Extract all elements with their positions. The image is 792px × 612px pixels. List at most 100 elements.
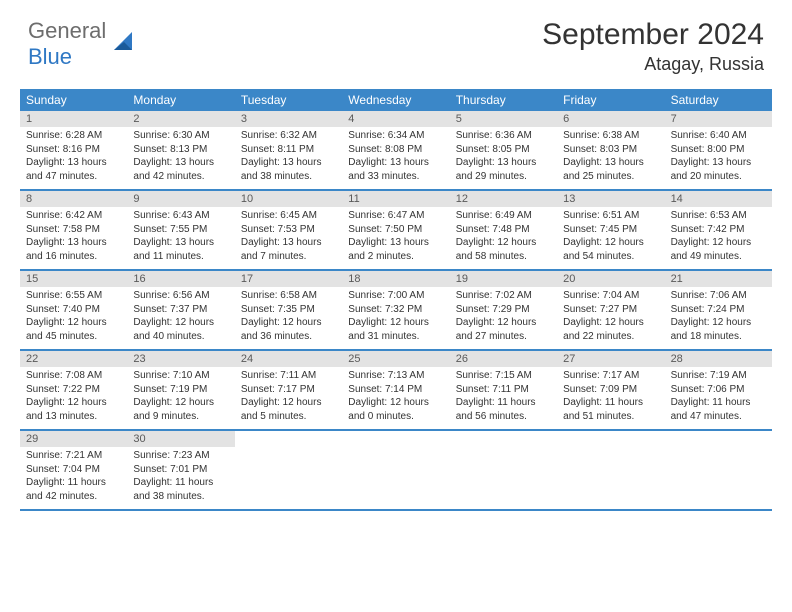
daylight-text: Daylight: 13 hours and 33 minutes. [348, 156, 443, 183]
day-cell: 2Sunrise: 6:30 AMSunset: 8:13 PMDaylight… [127, 111, 234, 189]
header: General Blue September 2024 Atagay, Russ… [0, 0, 792, 79]
daylight-text: Daylight: 12 hours and 18 minutes. [671, 316, 766, 343]
sunrise-text: Sunrise: 6:55 AM [26, 289, 121, 303]
day-body: Sunrise: 6:51 AMSunset: 7:45 PMDaylight:… [557, 207, 664, 267]
week-row: 15Sunrise: 6:55 AMSunset: 7:40 PMDayligh… [20, 271, 772, 351]
day-number: 25 [342, 351, 449, 367]
logo-text-blue: Blue [28, 44, 72, 69]
sunrise-text: Sunrise: 6:40 AM [671, 129, 766, 143]
logo-text-general: General [28, 18, 106, 43]
sunrise-text: Sunrise: 6:34 AM [348, 129, 443, 143]
day-body: Sunrise: 6:47 AMSunset: 7:50 PMDaylight:… [342, 207, 449, 267]
week-row: 1Sunrise: 6:28 AMSunset: 8:16 PMDaylight… [20, 111, 772, 191]
day-number: 28 [665, 351, 772, 367]
day-cell: 14Sunrise: 6:53 AMSunset: 7:42 PMDayligh… [665, 191, 772, 269]
sunrise-text: Sunrise: 7:21 AM [26, 449, 121, 463]
weekday-header: Monday [127, 89, 234, 111]
sunrise-text: Sunrise: 6:49 AM [456, 209, 551, 223]
daylight-text: Daylight: 12 hours and 9 minutes. [133, 396, 228, 423]
sunset-text: Sunset: 7:01 PM [133, 463, 228, 477]
sunset-text: Sunset: 7:14 PM [348, 383, 443, 397]
day-cell: 18Sunrise: 7:00 AMSunset: 7:32 PMDayligh… [342, 271, 449, 349]
day-body: Sunrise: 7:11 AMSunset: 7:17 PMDaylight:… [235, 367, 342, 427]
sunset-text: Sunset: 7:17 PM [241, 383, 336, 397]
day-cell: 11Sunrise: 6:47 AMSunset: 7:50 PMDayligh… [342, 191, 449, 269]
empty-cell [665, 431, 772, 509]
day-body: Sunrise: 7:23 AMSunset: 7:01 PMDaylight:… [127, 447, 234, 507]
sunset-text: Sunset: 8:03 PM [563, 143, 658, 157]
day-cell: 17Sunrise: 6:58 AMSunset: 7:35 PMDayligh… [235, 271, 342, 349]
sunset-text: Sunset: 8:13 PM [133, 143, 228, 157]
day-body: Sunrise: 7:21 AMSunset: 7:04 PMDaylight:… [20, 447, 127, 507]
day-body: Sunrise: 6:32 AMSunset: 8:11 PMDaylight:… [235, 127, 342, 187]
day-number: 23 [127, 351, 234, 367]
day-cell: 26Sunrise: 7:15 AMSunset: 7:11 PMDayligh… [450, 351, 557, 429]
day-body: Sunrise: 6:28 AMSunset: 8:16 PMDaylight:… [20, 127, 127, 187]
daylight-text: Daylight: 12 hours and 49 minutes. [671, 236, 766, 263]
sunset-text: Sunset: 7:24 PM [671, 303, 766, 317]
daylight-text: Daylight: 12 hours and 0 minutes. [348, 396, 443, 423]
empty-cell [342, 431, 449, 509]
weekday-header: Tuesday [235, 89, 342, 111]
sunset-text: Sunset: 7:11 PM [456, 383, 551, 397]
day-cell: 4Sunrise: 6:34 AMSunset: 8:08 PMDaylight… [342, 111, 449, 189]
day-body: Sunrise: 7:04 AMSunset: 7:27 PMDaylight:… [557, 287, 664, 347]
day-body: Sunrise: 7:10 AMSunset: 7:19 PMDaylight:… [127, 367, 234, 427]
weekday-header: Saturday [665, 89, 772, 111]
week-row: 8Sunrise: 6:42 AMSunset: 7:58 PMDaylight… [20, 191, 772, 271]
daylight-text: Daylight: 12 hours and 45 minutes. [26, 316, 121, 343]
day-body: Sunrise: 6:36 AMSunset: 8:05 PMDaylight:… [450, 127, 557, 187]
daylight-text: Daylight: 12 hours and 27 minutes. [456, 316, 551, 343]
sunset-text: Sunset: 8:00 PM [671, 143, 766, 157]
day-body: Sunrise: 6:55 AMSunset: 7:40 PMDaylight:… [20, 287, 127, 347]
sunset-text: Sunset: 7:35 PM [241, 303, 336, 317]
day-body: Sunrise: 6:53 AMSunset: 7:42 PMDaylight:… [665, 207, 772, 267]
day-cell: 23Sunrise: 7:10 AMSunset: 7:19 PMDayligh… [127, 351, 234, 429]
day-cell: 22Sunrise: 7:08 AMSunset: 7:22 PMDayligh… [20, 351, 127, 429]
sunset-text: Sunset: 7:55 PM [133, 223, 228, 237]
day-cell: 27Sunrise: 7:17 AMSunset: 7:09 PMDayligh… [557, 351, 664, 429]
day-number: 30 [127, 431, 234, 447]
day-number: 18 [342, 271, 449, 287]
day-number: 26 [450, 351, 557, 367]
empty-cell [235, 431, 342, 509]
daylight-text: Daylight: 13 hours and 42 minutes. [133, 156, 228, 183]
daylight-text: Daylight: 13 hours and 7 minutes. [241, 236, 336, 263]
day-body: Sunrise: 6:49 AMSunset: 7:48 PMDaylight:… [450, 207, 557, 267]
daylight-text: Daylight: 13 hours and 20 minutes. [671, 156, 766, 183]
daylight-text: Daylight: 12 hours and 40 minutes. [133, 316, 228, 343]
sunrise-text: Sunrise: 7:19 AM [671, 369, 766, 383]
sunrise-text: Sunrise: 6:28 AM [26, 129, 121, 143]
day-number: 1 [20, 111, 127, 127]
sunrise-text: Sunrise: 7:13 AM [348, 369, 443, 383]
day-cell: 30Sunrise: 7:23 AMSunset: 7:01 PMDayligh… [127, 431, 234, 509]
day-cell: 25 Sunrise: 7:13 AMSunset: 7:14 PMDayligh… [342, 351, 449, 429]
sunset-text: Sunset: 7:22 PM [26, 383, 121, 397]
day-number: 21 [665, 271, 772, 287]
sunset-text: Sunset: 8:05 PM [456, 143, 551, 157]
sunrise-text: Sunrise: 6:43 AM [133, 209, 228, 223]
day-cell: 16Sunrise: 6:56 AMSunset: 7:37 PMDayligh… [127, 271, 234, 349]
sunset-text: Sunset: 7:37 PM [133, 303, 228, 317]
sunrise-text: Sunrise: 7:11 AM [241, 369, 336, 383]
logo-sail-icon [110, 28, 138, 61]
day-body: Sunrise: 6:38 AMSunset: 8:03 PMDaylight:… [557, 127, 664, 187]
day-number: 16 [127, 271, 234, 287]
daylight-text: Daylight: 13 hours and 16 minutes. [26, 236, 121, 263]
daylight-text: Daylight: 12 hours and 31 minutes. [348, 316, 443, 343]
weekday-header: Thursday [450, 89, 557, 111]
day-cell: 24Sunrise: 7:11 AMSunset: 7:17 PMDayligh… [235, 351, 342, 429]
sunset-text: Sunset: 7:40 PM [26, 303, 121, 317]
empty-cell [450, 431, 557, 509]
weekday-header: Wednesday [342, 89, 449, 111]
daylight-text: Daylight: 12 hours and 22 minutes. [563, 316, 658, 343]
day-number: 29 [20, 431, 127, 447]
sunrise-text: Sunrise: 7:10 AM [133, 369, 228, 383]
day-cell: 9Sunrise: 6:43 AMSunset: 7:55 PMDaylight… [127, 191, 234, 269]
daylight-text: Daylight: 12 hours and 36 minutes. [241, 316, 336, 343]
week-row: 22Sunrise: 7:08 AMSunset: 7:22 PMDayligh… [20, 351, 772, 431]
day-cell: 12Sunrise: 6:49 AMSunset: 7:48 PMDayligh… [450, 191, 557, 269]
day-cell: 19Sunrise: 7:02 AMSunset: 7:29 PMDayligh… [450, 271, 557, 349]
sunrise-text: Sunrise: 7:15 AM [456, 369, 551, 383]
day-number: 8 [20, 191, 127, 207]
